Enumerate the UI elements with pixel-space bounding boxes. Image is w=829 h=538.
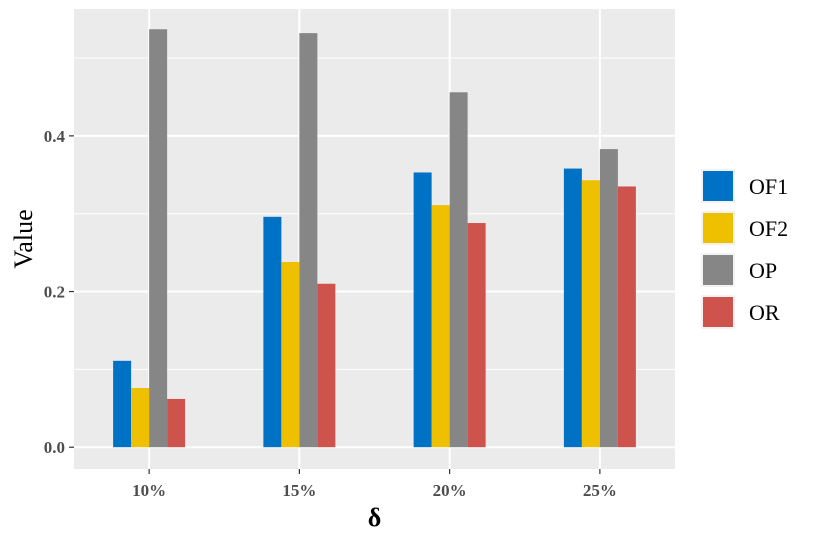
- legend-label-of2: OF2: [749, 216, 788, 241]
- bar-of2-25pct: [581, 180, 600, 448]
- legend-label-or: OR: [749, 300, 780, 325]
- bar-of2-20pct: [431, 205, 450, 448]
- x-tick-label: 25%: [583, 481, 617, 500]
- legend-swatch-or: [703, 297, 733, 327]
- x-tick-label: 15%: [282, 481, 316, 500]
- bar-op-15pct: [299, 33, 318, 448]
- bar-of2-10pct: [131, 388, 150, 448]
- y-tick-label: 0.2: [44, 283, 65, 302]
- bar-of1-15pct: [263, 216, 282, 448]
- x-tick-label: 10%: [132, 481, 166, 500]
- legend: OF1 OF2 OP OR: [701, 169, 788, 329]
- y-axis-title: Value: [9, 209, 38, 268]
- bar-or-15pct: [317, 283, 336, 448]
- bar-of1-25pct: [563, 168, 582, 448]
- bar-of1-10pct: [113, 360, 132, 448]
- x-tick-label: 20%: [433, 481, 467, 500]
- legend-label-op: OP: [749, 258, 777, 283]
- bar-of2-15pct: [281, 261, 300, 448]
- bar-op-25pct: [599, 149, 618, 448]
- bar-of1-20pct: [413, 172, 432, 448]
- legend-swatch-op: [703, 255, 733, 285]
- y-tick-label: 0.4: [44, 127, 66, 146]
- legend-swatch-of1: [703, 171, 733, 201]
- bar-or-25pct: [617, 186, 636, 448]
- bar-or-20pct: [467, 223, 486, 448]
- x-axis-title: δ: [368, 503, 382, 532]
- legend-swatch-of2: [703, 213, 733, 243]
- bars: [113, 29, 636, 448]
- bar-op-20pct: [449, 92, 468, 448]
- y-axis-ticks: 0.0 0.2 0.4: [44, 127, 74, 457]
- bar-op-10pct: [149, 29, 168, 448]
- bar-or-10pct: [167, 398, 186, 448]
- x-axis-ticks: 10% 15% 20% 25%: [132, 469, 617, 500]
- legend-label-of1: OF1: [749, 174, 788, 199]
- y-tick-label: 0.0: [44, 438, 65, 457]
